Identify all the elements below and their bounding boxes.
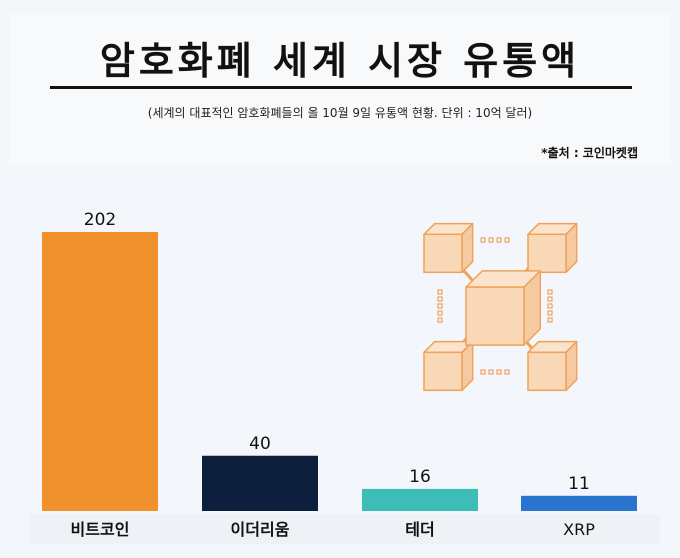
category-label-2: 테더 bbox=[405, 520, 434, 539]
cube-bottom-right bbox=[527, 340, 578, 392]
dotted-link-top bbox=[480, 237, 510, 243]
dotted-link-bottom bbox=[480, 369, 510, 375]
bar-3 bbox=[521, 495, 637, 511]
dotted-link-left bbox=[437, 289, 443, 323]
value-label-1: 40 bbox=[249, 434, 271, 454]
cube-bottom-left bbox=[423, 340, 474, 392]
category-label-1: 이더리움 bbox=[231, 520, 290, 539]
source-note: *출처 : 코인마켓캡 bbox=[541, 146, 638, 160]
chart-subtitle: (세계의 대표적인 암호화폐들의 올 10월 9일 유통액 현황. 단위 : 1… bbox=[147, 106, 533, 120]
value-label-0: 202 bbox=[84, 210, 116, 230]
cube-top-left bbox=[423, 222, 474, 274]
title-underline bbox=[50, 86, 632, 89]
value-label-3: 11 bbox=[568, 474, 590, 494]
header-panel bbox=[10, 14, 670, 164]
category-label-0: 비트코인 bbox=[71, 520, 130, 539]
bar-2 bbox=[362, 488, 478, 511]
dotted-link-right bbox=[547, 289, 553, 323]
category-band bbox=[30, 514, 660, 544]
value-label-2: 16 bbox=[409, 467, 431, 487]
bar-1 bbox=[202, 455, 318, 511]
cube-center bbox=[465, 270, 541, 346]
cube-top-right bbox=[527, 222, 578, 274]
blockchain-network-icon bbox=[423, 222, 578, 392]
page-title: 암호화폐 세계 시장 유통액 bbox=[99, 39, 581, 83]
bar-0 bbox=[42, 232, 158, 511]
category-label-3: XRP bbox=[563, 520, 595, 539]
